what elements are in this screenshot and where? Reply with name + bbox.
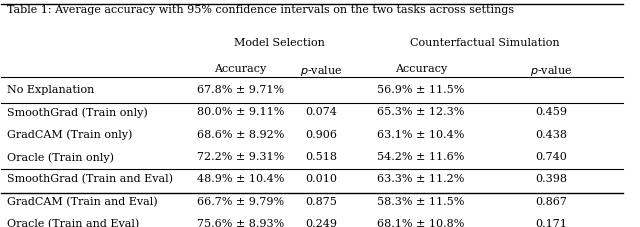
- Text: 58.3% ± 11.5%: 58.3% ± 11.5%: [377, 196, 465, 206]
- Text: Counterfactual Simulation: Counterfactual Simulation: [410, 37, 560, 47]
- Text: 80.0% ± 9.11%: 80.0% ± 9.11%: [196, 107, 284, 117]
- Text: GradCAM (Train and Eval): GradCAM (Train and Eval): [7, 196, 157, 206]
- Text: 0.171: 0.171: [536, 218, 568, 227]
- Text: 75.6% ± 8.93%: 75.6% ± 8.93%: [196, 218, 284, 227]
- Text: Model Selection: Model Selection: [234, 37, 325, 47]
- Text: 0.459: 0.459: [536, 107, 568, 117]
- Text: 72.2% ± 9.31%: 72.2% ± 9.31%: [196, 151, 284, 161]
- Text: Oracle (Train only): Oracle (Train only): [7, 151, 114, 162]
- Text: 0.398: 0.398: [536, 174, 568, 184]
- Text: 0.875: 0.875: [305, 196, 337, 206]
- Text: $p$-value: $p$-value: [300, 64, 342, 78]
- Text: 0.518: 0.518: [305, 151, 337, 161]
- Text: 68.6% ± 8.92%: 68.6% ± 8.92%: [196, 129, 284, 139]
- Text: Oracle (Train and Eval): Oracle (Train and Eval): [7, 218, 139, 227]
- Text: 0.906: 0.906: [305, 129, 337, 139]
- Text: 63.1% ± 10.4%: 63.1% ± 10.4%: [377, 129, 465, 139]
- Text: 0.074: 0.074: [305, 107, 337, 117]
- Text: 0.010: 0.010: [305, 174, 337, 184]
- Text: 56.9% ± 11.5%: 56.9% ± 11.5%: [377, 85, 465, 95]
- Text: 0.740: 0.740: [536, 151, 568, 161]
- Text: Accuracy: Accuracy: [214, 64, 266, 74]
- Text: 0.867: 0.867: [536, 196, 568, 206]
- Text: 48.9% ± 10.4%: 48.9% ± 10.4%: [196, 174, 284, 184]
- Text: 67.8% ± 9.71%: 67.8% ± 9.71%: [197, 85, 284, 95]
- Text: $p$-value: $p$-value: [531, 64, 573, 78]
- Text: 0.438: 0.438: [536, 129, 568, 139]
- Text: SmoothGrad (Train and Eval): SmoothGrad (Train and Eval): [7, 174, 173, 184]
- Text: 54.2% ± 11.6%: 54.2% ± 11.6%: [377, 151, 465, 161]
- Text: 63.3% ± 11.2%: 63.3% ± 11.2%: [377, 174, 465, 184]
- Text: Accuracy: Accuracy: [395, 64, 447, 74]
- Text: 68.1% ± 10.8%: 68.1% ± 10.8%: [377, 218, 465, 227]
- Text: 66.7% ± 9.79%: 66.7% ± 9.79%: [197, 196, 284, 206]
- Text: No Explanation: No Explanation: [7, 85, 94, 95]
- Text: 0.249: 0.249: [305, 218, 337, 227]
- Text: Table 1: Average accuracy with 95% confidence intervals on the two tasks across : Table 1: Average accuracy with 95% confi…: [7, 5, 514, 15]
- Text: SmoothGrad (Train only): SmoothGrad (Train only): [7, 107, 148, 117]
- Text: 65.3% ± 12.3%: 65.3% ± 12.3%: [377, 107, 465, 117]
- Text: GradCAM (Train only): GradCAM (Train only): [7, 129, 132, 140]
